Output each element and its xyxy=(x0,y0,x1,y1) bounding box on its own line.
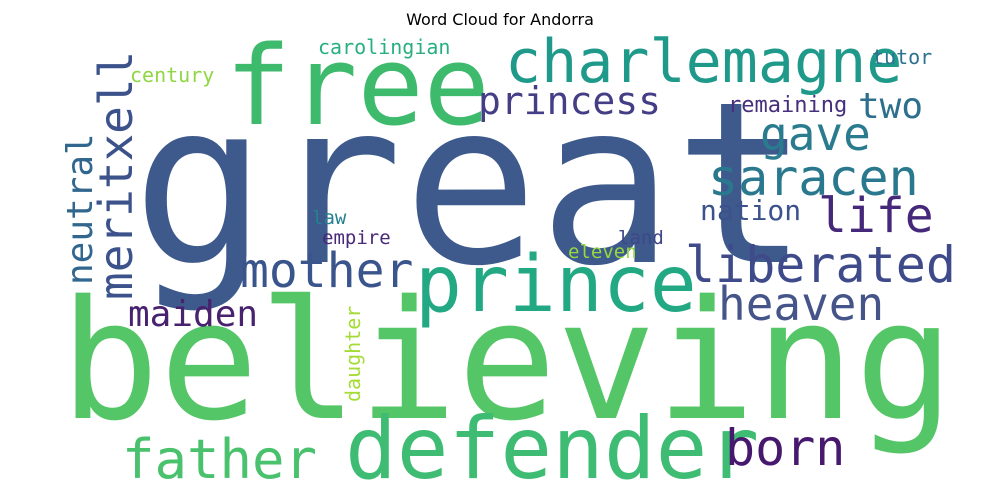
word-life: life xyxy=(818,188,934,244)
word-daughter: daughter xyxy=(341,306,365,402)
word-mother: mother xyxy=(240,243,413,299)
word-maiden: maiden xyxy=(128,294,258,335)
word-remaining: remaining xyxy=(728,93,847,118)
word-born: born xyxy=(725,419,845,477)
word-tutor: tutor xyxy=(872,45,932,69)
word-neutral: neutral xyxy=(60,133,101,285)
word-law: law xyxy=(312,207,347,229)
word-liberated: liberated xyxy=(685,236,956,294)
word-father: father xyxy=(122,428,317,491)
chart-title: Word Cloud for Andorra xyxy=(406,10,594,29)
word-great: great xyxy=(132,54,809,316)
word-defender: defender xyxy=(345,399,759,499)
word-believing: believing xyxy=(60,265,954,457)
word-free: free xyxy=(225,22,490,150)
word-saracen: saracen xyxy=(708,149,919,207)
word-meritxell: meritxell xyxy=(89,51,143,300)
word-eleven: eleven xyxy=(568,241,637,263)
word-charlemagne: charlemagne xyxy=(505,27,902,97)
word-carolingian: carolingian xyxy=(318,35,450,59)
word-nation: nation xyxy=(700,194,801,227)
word-empire: empire xyxy=(322,227,391,249)
word-princess: princess xyxy=(478,79,661,123)
word-gave: gave xyxy=(760,107,871,161)
word-heaven: heaven xyxy=(718,277,884,331)
word-land: land xyxy=(618,227,664,249)
word-prince: prince xyxy=(415,240,697,330)
word-century: century xyxy=(130,63,214,87)
word-two: two xyxy=(858,86,923,127)
